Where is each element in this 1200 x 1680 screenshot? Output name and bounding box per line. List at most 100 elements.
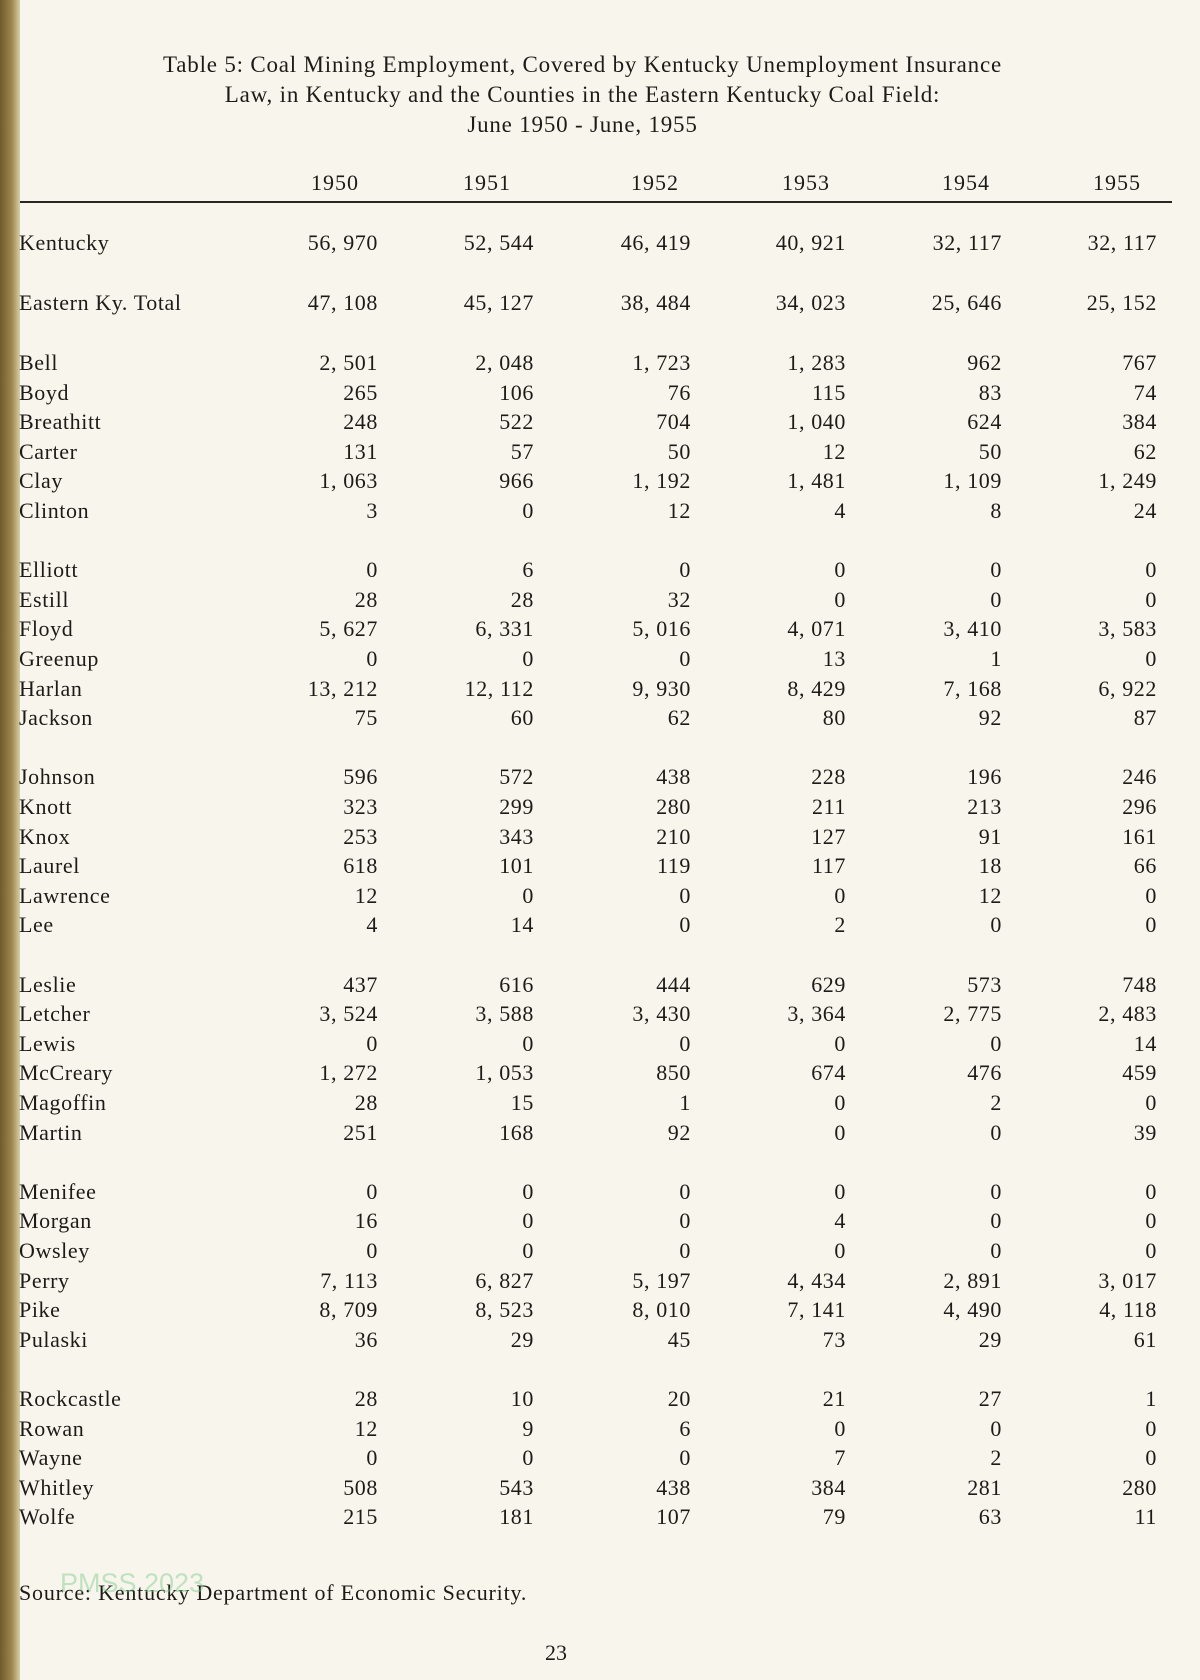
cell-1954: 1 [990,646,1002,671]
cell-1951: 0 [522,1445,534,1471]
cell-1953: 0 [834,1119,846,1145]
cell-1955: 74 [1133,379,1157,405]
cell-1954: 50 [978,438,1002,464]
cell-1954: 624 [967,409,1002,435]
cell-1954: 0 [990,1119,1002,1145]
cell-1954: 213 [967,794,1002,819]
cell-1950: 12 [354,882,378,908]
cell-1955: 384 [1122,409,1157,435]
cell-1954: 0 [990,1178,1002,1204]
row-label: Clinton [19,498,90,523]
watermark: PMSS 2023 [60,1568,205,1598]
cell-1954: 573 [967,971,1002,997]
cell-1955: 161 [1122,823,1157,849]
cell-1950: 16 [354,1208,378,1234]
cell-1950: 0 [366,1178,378,1204]
cell-1951: 2, 048 [475,350,534,375]
cell-1951: 14 [510,912,534,938]
cell-1951: 0 [522,1238,534,1263]
row-label: Wayne [19,1445,83,1471]
cell-1951: 29 [510,1326,534,1352]
row-label: Carter [19,438,78,464]
cell-1952: 0 [679,1178,691,1204]
cell-1955: 280 [1122,1474,1157,1500]
row-label: Rockcastle [19,1386,122,1411]
cell-1954: 0 [990,557,1002,583]
cell-1951: 60 [510,705,534,731]
cell-1954: 12 [978,882,1002,908]
cell-1954: 281 [967,1474,1002,1500]
cell-1951: 1, 053 [475,1060,534,1086]
cell-1953: 0 [834,1090,846,1115]
cell-1955: 0 [1145,912,1157,938]
row-label: Elliott [19,557,79,583]
row-label: Rowan [19,1415,85,1441]
cell-1952: 5, 197 [632,1267,691,1293]
cell-1950: 3, 524 [319,1001,378,1027]
row-label: Laurel [19,853,81,879]
cell-1951: 0 [522,1208,534,1234]
cell-1950: 5, 627 [319,616,378,642]
cell-1950: 7, 113 [320,1267,378,1293]
cell-1950: 0 [366,1030,378,1056]
cell-1955: 246 [1122,764,1157,790]
cell-1950: 47, 108 [307,290,378,315]
column-header-1951: 1951 [463,170,511,195]
row-label: Breathitt [19,409,102,435]
cell-1952: 850 [656,1060,691,1086]
cell-1950: 251 [343,1119,378,1145]
cell-1953: 3, 364 [787,1001,846,1027]
cell-1955: 1, 249 [1098,468,1157,494]
cell-1953: 73 [822,1326,846,1352]
cell-1953: 40, 921 [775,230,846,255]
cell-1953: 0 [834,586,846,612]
cell-1955: 4, 118 [1099,1297,1157,1323]
cell-1954: 476 [967,1060,1002,1086]
cell-1954: 83 [978,379,1002,405]
cell-1952: 0 [679,1030,691,1056]
cell-1950: 12 [354,1415,378,1441]
cell-1951: 543 [499,1474,534,1500]
cell-1955: 2, 483 [1098,1001,1157,1027]
cell-1952: 0 [679,882,691,908]
cell-1954: 91 [978,823,1002,849]
cell-1955: 0 [1145,882,1157,908]
table-title-line-1: Table 5: Coal Mining Employment, Covered… [163,52,1002,77]
cell-1955: 14 [1133,1030,1157,1056]
cell-1955: 11 [1134,1504,1157,1530]
column-header-1954: 1954 [942,170,990,195]
cell-1952: 50 [667,438,691,464]
column-header-1953: 1953 [782,170,830,195]
cell-1954: 32, 117 [932,230,1002,255]
cell-1955: 24 [1133,498,1157,523]
cell-1952: 0 [679,1445,691,1471]
cell-1951: 572 [499,764,534,790]
cell-1953: 1, 481 [787,468,846,494]
row-label: Perry [19,1267,70,1293]
cell-1951: 6, 827 [475,1267,534,1293]
cell-1951: 3, 588 [475,1001,534,1027]
cell-1954: 962 [967,350,1002,375]
cell-1955: 0 [1145,1415,1157,1441]
cell-1950: 596 [343,764,378,790]
row-label: Knox [19,823,71,849]
cell-1951: 0 [522,882,534,908]
cell-1953: 0 [834,882,846,908]
cell-1951: 616 [499,971,534,997]
row-label: Wolfe [19,1504,76,1530]
cell-1952: 1, 192 [632,468,691,494]
cell-1955: 0 [1145,646,1157,671]
cell-1950: 323 [343,794,378,819]
cell-1953: 7 [834,1445,846,1471]
cell-1953: 4 [834,1208,846,1234]
cell-1952: 45 [667,1326,691,1352]
cell-1951: 8, 523 [475,1297,534,1323]
cell-1952: 0 [679,1238,691,1263]
cell-1953: 13 [822,646,846,671]
cell-1951: 57 [510,438,534,464]
table-title-line-3: June 1950 - June, 1955 [467,112,698,137]
cell-1952: 12 [667,498,691,523]
row-label: McCreary [19,1060,113,1086]
cell-1951: 0 [522,498,534,523]
cell-1950: 0 [366,646,378,671]
